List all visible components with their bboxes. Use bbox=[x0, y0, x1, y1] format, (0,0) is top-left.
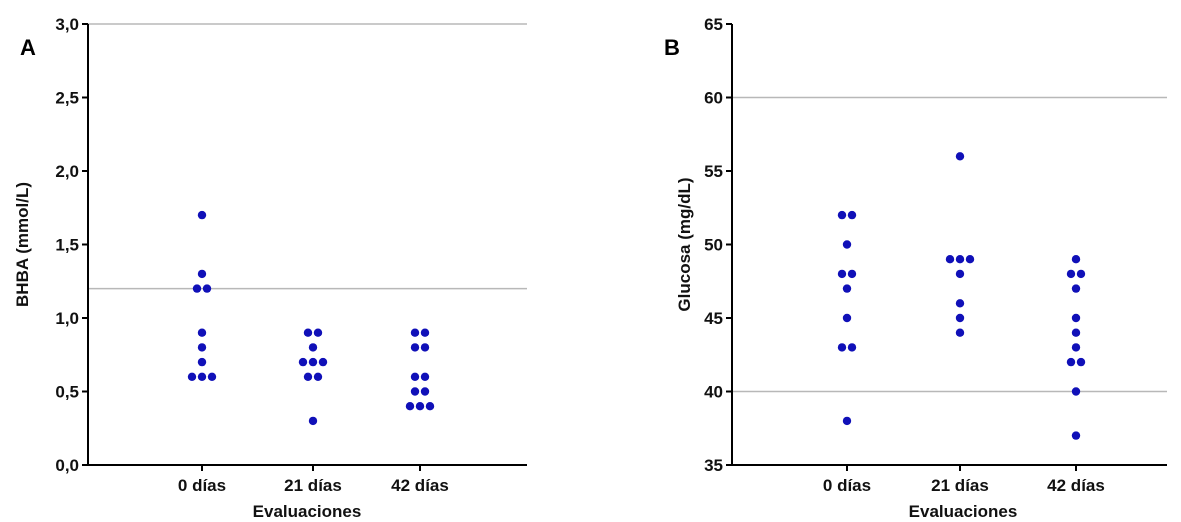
x-tick-label: 42 días bbox=[391, 476, 449, 495]
data-point bbox=[955, 299, 965, 308]
data-point bbox=[197, 269, 207, 279]
data-point bbox=[847, 269, 857, 279]
data-point bbox=[303, 328, 313, 337]
data-point bbox=[1071, 387, 1081, 396]
y-tick-label: 60 bbox=[704, 89, 723, 108]
data-point bbox=[410, 387, 420, 396]
data-point bbox=[837, 343, 847, 352]
y-tick-label: 65 bbox=[704, 15, 723, 34]
data-point bbox=[1071, 431, 1081, 440]
data-point bbox=[308, 357, 318, 367]
data-point bbox=[415, 402, 425, 411]
data-point bbox=[842, 313, 852, 323]
x-tick-label: 21 días bbox=[284, 476, 342, 495]
data-point bbox=[955, 255, 965, 264]
data-point bbox=[1066, 269, 1076, 279]
data-point bbox=[842, 416, 852, 426]
data-point bbox=[955, 269, 965, 279]
data-point bbox=[197, 210, 207, 220]
y-axis-title: Glucosa (mg/dL) bbox=[675, 177, 694, 311]
y-tick-label: 0,5 bbox=[55, 383, 79, 402]
data-point bbox=[420, 387, 430, 396]
y-tick-label: 40 bbox=[704, 383, 723, 402]
data-point bbox=[187, 372, 197, 381]
data-point bbox=[410, 328, 420, 337]
data-point bbox=[192, 284, 202, 293]
y-tick-label: 2,5 bbox=[55, 89, 79, 108]
panel-label: A bbox=[20, 35, 36, 60]
data-point bbox=[298, 357, 308, 367]
data-point bbox=[197, 328, 207, 337]
data-point bbox=[313, 372, 323, 381]
y-tick-label: 1,0 bbox=[55, 309, 79, 328]
y-tick-label: 50 bbox=[704, 236, 723, 255]
data-point bbox=[965, 255, 975, 264]
data-point bbox=[308, 343, 318, 352]
data-point bbox=[837, 269, 847, 279]
data-point bbox=[197, 372, 207, 381]
x-tick-label: 0 días bbox=[823, 476, 871, 495]
data-point bbox=[847, 210, 857, 220]
x-tick-label: 21 días bbox=[931, 476, 989, 495]
y-tick-label: 45 bbox=[704, 309, 723, 328]
y-axis-title: BHBA (mmol/L) bbox=[13, 182, 32, 307]
data-point bbox=[197, 357, 207, 367]
data-point bbox=[425, 402, 435, 411]
y-tick-label: 2,0 bbox=[55, 162, 79, 181]
data-point bbox=[847, 343, 857, 352]
y-tick-label: 55 bbox=[704, 162, 723, 181]
y-tick-label: 1,5 bbox=[55, 236, 79, 255]
x-tick-label: 42 días bbox=[1047, 476, 1105, 495]
data-point bbox=[420, 328, 430, 337]
panel-label: B bbox=[664, 35, 680, 60]
chart-panel-b: 35 40 45 50 55 60 65 0 días 21 días 42 días Evalua… bbox=[664, 15, 1167, 521]
data-point bbox=[410, 372, 420, 381]
data-point bbox=[955, 313, 965, 323]
data-point bbox=[318, 357, 328, 367]
data-point bbox=[1071, 284, 1081, 293]
x-axis-title: Evaluaciones bbox=[253, 502, 362, 521]
data-point bbox=[1071, 313, 1081, 323]
y-tick-label: 35 bbox=[704, 456, 723, 475]
data-point bbox=[1076, 357, 1086, 367]
data-point bbox=[197, 343, 207, 352]
data-point bbox=[1071, 255, 1081, 264]
data-point bbox=[405, 402, 415, 411]
data-point bbox=[1071, 328, 1081, 337]
x-tick-label: 0 días bbox=[178, 476, 226, 495]
data-point bbox=[303, 372, 313, 381]
data-point bbox=[955, 152, 965, 161]
data-point bbox=[842, 284, 852, 293]
data-point bbox=[837, 210, 847, 220]
data-point bbox=[1076, 269, 1086, 279]
data-point bbox=[1071, 343, 1081, 352]
data-point bbox=[420, 343, 430, 352]
data-point bbox=[410, 343, 420, 352]
x-axis-title: Evaluaciones bbox=[909, 502, 1018, 521]
data-point bbox=[207, 372, 217, 381]
data-point bbox=[420, 372, 430, 381]
data-point bbox=[313, 328, 323, 337]
y-tick-label: 3,0 bbox=[55, 15, 79, 34]
data-point bbox=[202, 284, 212, 293]
data-point bbox=[1066, 357, 1076, 367]
data-point bbox=[842, 240, 852, 249]
y-tick-label: 0,0 bbox=[55, 456, 79, 475]
data-point bbox=[308, 416, 318, 426]
chart-panel-a: 0,0 0,5 1,0 1,5 2,0 2,5 3,0 0 días 21 días 42 día… bbox=[13, 15, 527, 521]
data-point bbox=[945, 255, 955, 264]
data-point bbox=[955, 328, 965, 337]
